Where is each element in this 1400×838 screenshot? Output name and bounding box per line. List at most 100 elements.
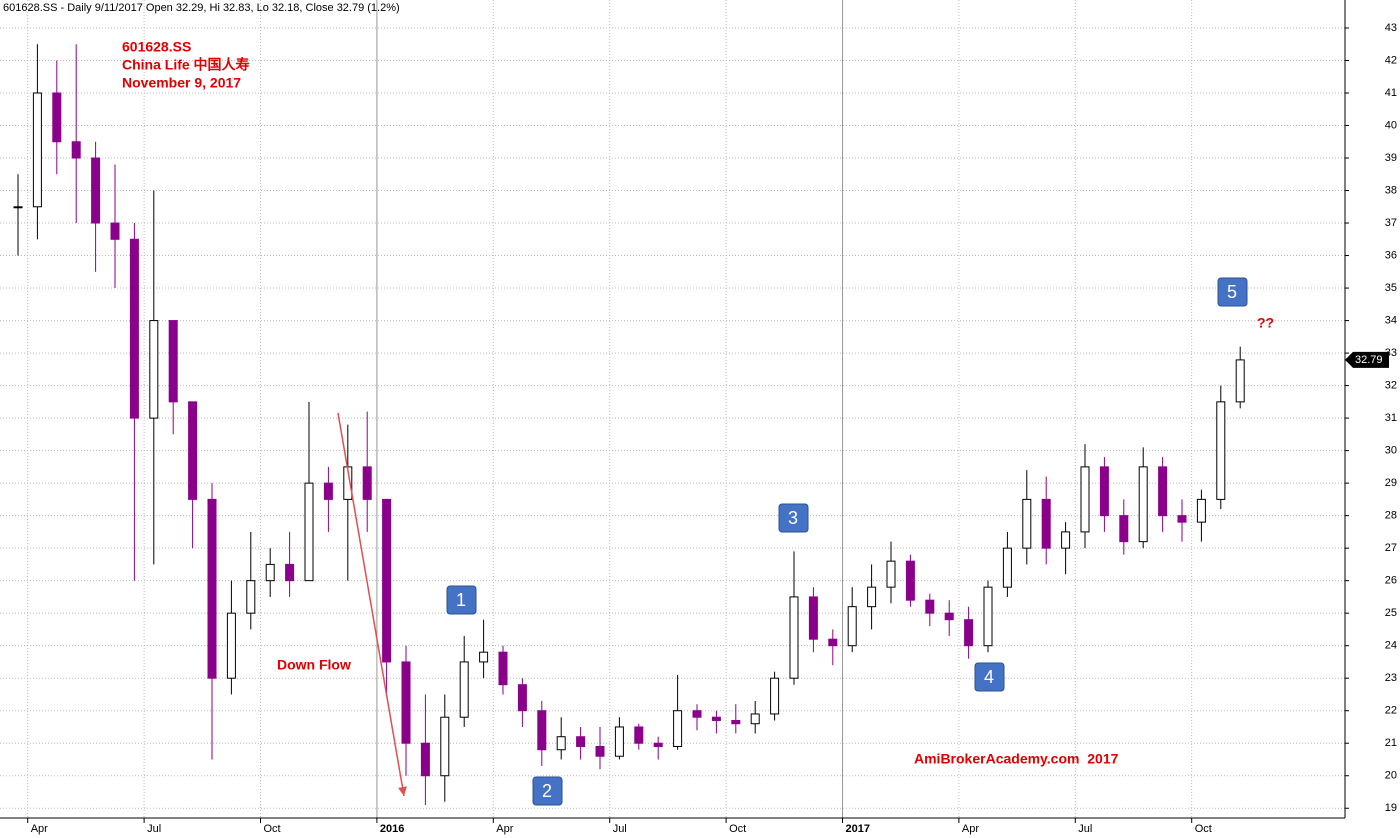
x-tick-label: Apr	[31, 823, 48, 835]
candle-body	[285, 563, 295, 582]
y-tick-label: 19	[1385, 802, 1397, 814]
header: 601628.SS - Daily 9/11/2017 Open 32.29, …	[3, 2, 400, 14]
candle-body	[420, 742, 430, 777]
candle-body	[91, 157, 101, 224]
x-tick-label: Oct	[1195, 823, 1212, 835]
candle-body	[847, 606, 857, 647]
axis-labels: 1920212223242526272829303132333435363738…	[27, 22, 1397, 835]
y-tick-label: 32	[1385, 379, 1397, 391]
point-box: 5	[1217, 277, 1248, 307]
y-tick-label: 42	[1385, 54, 1397, 66]
candle-body	[188, 401, 198, 500]
y-tick-label: 39	[1385, 152, 1397, 164]
candle-body	[808, 596, 818, 640]
candle-body	[1177, 515, 1187, 523]
candle-body	[517, 684, 527, 712]
candle-body	[246, 580, 256, 614]
y-tick-label: 24	[1385, 640, 1397, 652]
point-label: 5	[1227, 282, 1237, 302]
x-tick-label: 2016	[380, 823, 404, 835]
candle-body	[770, 677, 780, 715]
candle-body	[304, 482, 314, 582]
y-tick-label: 30	[1385, 445, 1397, 457]
candle-body	[13, 206, 23, 209]
candle-body	[149, 320, 159, 419]
down-flow-label: Down Flow	[277, 657, 351, 673]
y-tick-label: 28	[1385, 510, 1397, 522]
title-line: November 9, 2017	[122, 75, 241, 91]
candle-body	[1061, 531, 1071, 549]
x-tick-label: Jul	[147, 823, 161, 835]
y-tick-label: 38	[1385, 184, 1397, 196]
x-tick-label: Apr	[962, 823, 979, 835]
candle-body	[789, 596, 799, 679]
candle-body	[401, 661, 411, 744]
candle-body	[1158, 466, 1168, 517]
candle-body	[750, 713, 760, 725]
candle-body	[440, 716, 450, 777]
candle-body	[537, 710, 547, 751]
candle-body	[634, 726, 644, 744]
candle-body	[828, 638, 838, 647]
candle-body	[925, 599, 935, 614]
candle-body	[479, 651, 489, 663]
candle-body	[867, 586, 877, 608]
candle-body	[1216, 401, 1226, 500]
candle-body	[576, 736, 586, 747]
candle-body	[129, 238, 139, 419]
candle-body	[614, 726, 624, 757]
candle-body	[886, 560, 896, 588]
candle-body	[1119, 515, 1129, 543]
point-label: 4	[984, 667, 994, 687]
y-tick-label: 36	[1385, 249, 1397, 261]
y-tick-label: 43	[1385, 22, 1397, 34]
candle-body	[653, 742, 663, 747]
candle-body	[964, 619, 974, 647]
candle-body	[168, 320, 178, 403]
x-tick-label: Apr	[496, 823, 513, 835]
question-mark: ??	[1257, 315, 1274, 331]
candle-body	[1138, 466, 1148, 543]
y-tick-label: 21	[1385, 737, 1397, 749]
candle-body	[110, 222, 120, 240]
candle-body	[673, 710, 683, 747]
point-box: 1	[446, 585, 477, 615]
last-price-label: 32.79	[1355, 354, 1383, 366]
candle-body	[692, 710, 702, 718]
candle-body	[731, 719, 741, 725]
candle-body	[711, 716, 721, 721]
watermark: AmiBrokerAcademy.com 2017	[914, 751, 1119, 767]
point-label: 1	[456, 590, 466, 610]
y-tick-label: 23	[1385, 672, 1397, 684]
y-tick-label: 25	[1385, 607, 1397, 619]
y-tick-label: 20	[1385, 770, 1397, 782]
candle-body	[1022, 498, 1032, 549]
candle-body	[498, 651, 508, 686]
point-box: 4	[974, 662, 1005, 692]
x-tick-label: Jul	[1078, 823, 1092, 835]
y-tick-label: 29	[1385, 477, 1397, 489]
candle-body	[595, 745, 605, 757]
y-tick-label: 22	[1385, 705, 1397, 717]
y-tick-label: 26	[1385, 575, 1397, 587]
candle-body	[1235, 359, 1245, 403]
candle-body	[1080, 466, 1090, 533]
grid	[0, 0, 1345, 818]
candle-body	[32, 92, 42, 208]
candle-body	[905, 560, 915, 601]
candle-body	[52, 92, 62, 143]
candle-body	[556, 736, 566, 751]
candle-body	[1002, 547, 1012, 588]
y-tick-label: 40	[1385, 119, 1397, 131]
candle-body	[265, 563, 275, 582]
candle-body	[983, 586, 993, 647]
candle-body	[382, 498, 392, 663]
y-tick-label: 37	[1385, 217, 1397, 229]
candles	[13, 44, 1245, 805]
y-tick-label: 35	[1385, 282, 1397, 294]
x-tick-label: 2017	[846, 823, 870, 835]
x-tick-label: Oct	[729, 823, 746, 835]
candle-body	[1196, 498, 1206, 523]
point-label: 2	[542, 781, 552, 801]
